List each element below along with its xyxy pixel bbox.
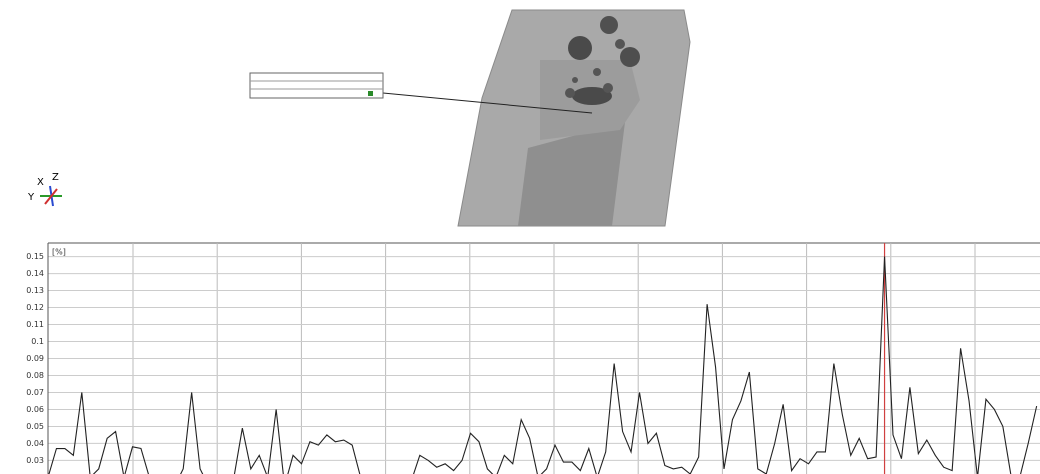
y-tick-label: 0.15 bbox=[26, 252, 44, 261]
pore bbox=[572, 77, 578, 83]
pore bbox=[615, 39, 625, 49]
pore bbox=[593, 68, 601, 76]
y-tick-label: 0.06 bbox=[26, 405, 44, 414]
y-tick-label: 0.08 bbox=[26, 371, 44, 380]
y-tick-label: 0.1 bbox=[31, 337, 44, 346]
y-tick-label: 0.03 bbox=[26, 456, 44, 465]
callout-table bbox=[250, 73, 383, 98]
pore bbox=[568, 36, 592, 60]
pore bbox=[603, 83, 613, 93]
page: {"view": {"axis_x": "X", "axis_y": "Y", … bbox=[0, 0, 1040, 474]
y-tick-label: 0.04 bbox=[26, 439, 44, 448]
y-tick-label: 0.05 bbox=[26, 422, 44, 431]
chart: [%] 0.03 0.04 0.05 0.06 0.07 0.08 0.09 0.1 0.11 0… bbox=[0, 232, 1040, 474]
axis-label: Z bbox=[52, 172, 59, 183]
pore bbox=[600, 16, 618, 34]
pore bbox=[620, 47, 640, 67]
3d-view: X Z Y bbox=[0, 0, 1040, 232]
y-tick-label: 0.13 bbox=[26, 286, 44, 295]
y-tick-label: 0.14 bbox=[26, 269, 44, 278]
pore bbox=[565, 88, 575, 98]
axis-label: X bbox=[37, 177, 44, 188]
data-line bbox=[48, 257, 1037, 474]
y-axis-label: [%] bbox=[52, 248, 66, 257]
y-tick-label: 0.11 bbox=[26, 320, 44, 329]
y-tick-label: 0.09 bbox=[26, 354, 44, 363]
y-tick-label: 0.12 bbox=[26, 303, 44, 312]
axis-label: Y bbox=[27, 192, 35, 203]
y-tick-label: 0.07 bbox=[26, 388, 44, 397]
color-swatch bbox=[368, 91, 373, 96]
